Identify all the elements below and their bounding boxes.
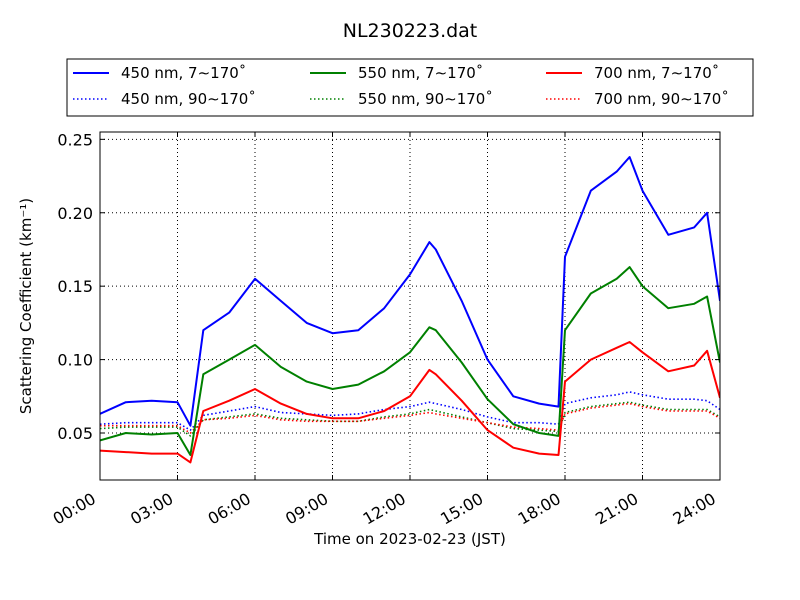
- y-tick-label: 0.25: [57, 130, 93, 149]
- series-line-450nm-solid: [100, 156, 720, 427]
- chart-title: NL230223.dat: [343, 20, 478, 42]
- legend-label: 450 nm, 7∼170˚: [121, 64, 246, 82]
- legend-label: 550 nm, 90∼170˚: [358, 90, 493, 108]
- grid: [100, 132, 720, 480]
- legend-label: 700 nm, 7∼170˚: [594, 64, 719, 82]
- legend-frame: [66, 58, 754, 117]
- legend-label: 550 nm, 7∼170˚: [358, 64, 483, 82]
- y-tick-label: 0.20: [57, 204, 93, 223]
- y-axis-label: Scattering Coefficient (km⁻¹): [17, 198, 35, 414]
- series-line-550nm-solid: [100, 266, 720, 456]
- legend: 450 nm, 7∼170˚ 450 nm, 90∼170˚ 550 nm, 7∼1…: [66, 58, 754, 117]
- y-tick-label: 0.05: [57, 424, 93, 443]
- series-lines: [100, 156, 720, 464]
- legend-label: 700 nm, 90∼170˚: [594, 90, 729, 108]
- y-tick-label: 0.15: [57, 277, 93, 296]
- series-line-700nm-solid: [100, 341, 720, 464]
- plot-area: [99, 131, 721, 481]
- series-line-700nm-dotted: [100, 402, 720, 434]
- plot-background: [100, 132, 720, 480]
- axis-ticks: [99, 132, 721, 480]
- legend-label: 450 nm, 90∼170˚: [121, 90, 256, 108]
- y-tick-labels: 0.05 0.10 0.15 0.20 0.25: [57, 130, 93, 443]
- y-tick-label: 0.10: [57, 351, 93, 370]
- x-axis-label: Time on 2023-02-23 (JST): [313, 530, 506, 548]
- series-line-550nm-dotted: [100, 401, 720, 437]
